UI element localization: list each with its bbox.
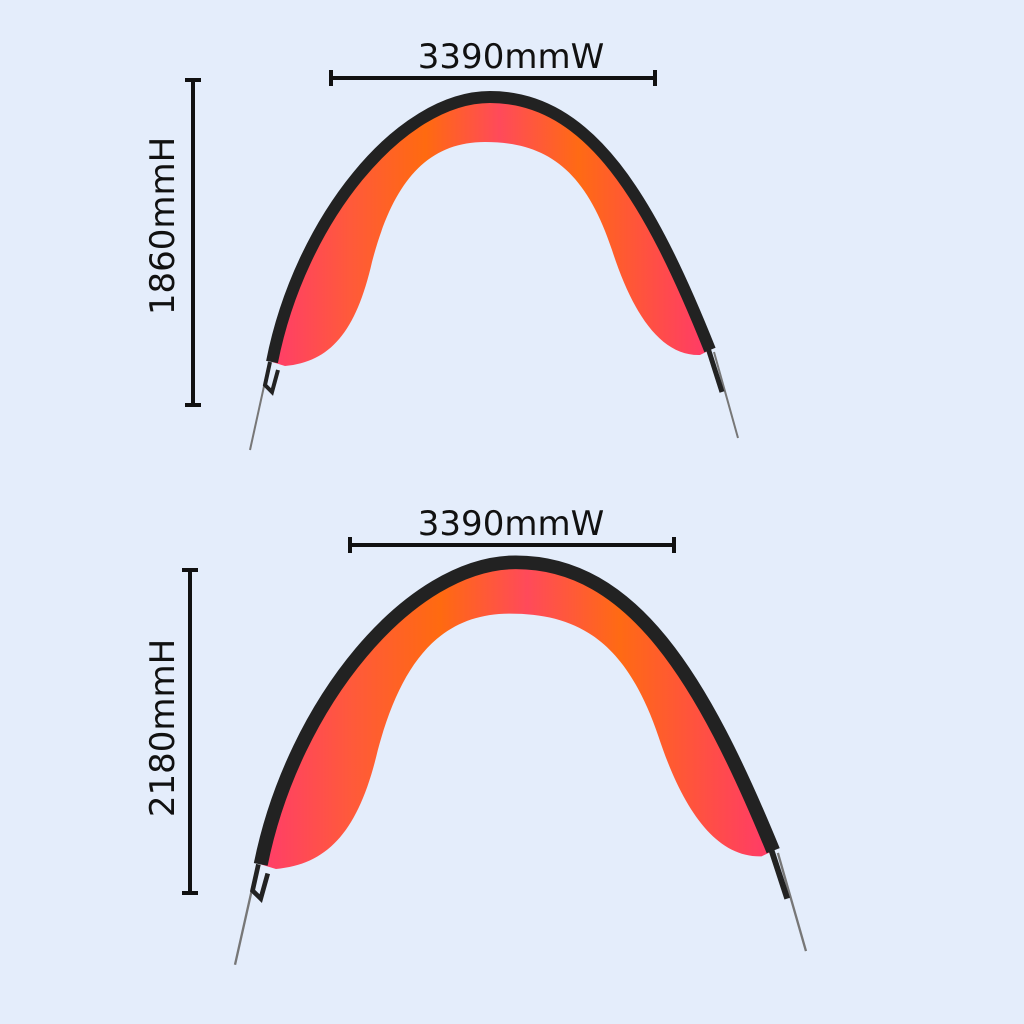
width-dimension: 3390mmW: [329, 37, 657, 86]
height-dimension: 1860mmH: [143, 78, 201, 407]
arch-large: [235, 562, 806, 964]
height-label: 2180mmH: [143, 639, 183, 817]
height-label: 1860mmH: [143, 137, 183, 315]
arch-small: [250, 97, 738, 450]
width-label: 3390mmW: [418, 504, 604, 544]
width-label: 3390mmW: [418, 37, 604, 77]
width-dimension: 3390mmW: [348, 504, 676, 553]
height-dimension: 2180mmH: [143, 568, 198, 895]
